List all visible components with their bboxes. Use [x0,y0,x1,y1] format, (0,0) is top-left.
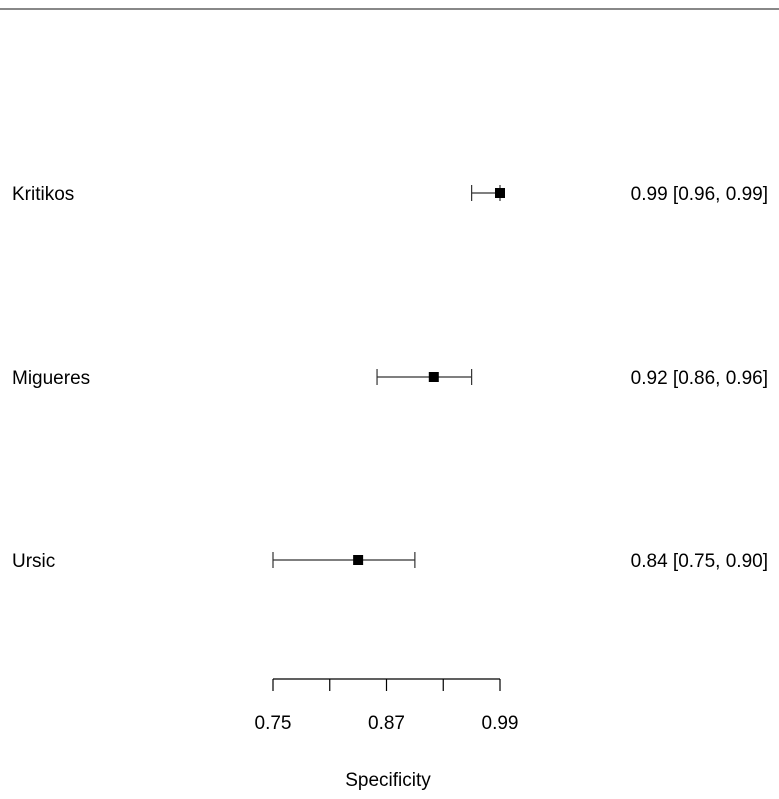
study-label-migueres: Migueres [12,368,90,389]
point-estimate-kritikos [495,188,505,198]
study-rows: Kritikos 0.99 [0.96, 0.99] Migueres 0.92 [0… [12,184,768,572]
estimate-label-ursic: 0.84 [0.75, 0.90] [631,551,768,572]
study-label-ursic: Ursic [12,551,55,572]
study-label-kritikos: Kritikos [12,184,74,205]
estimate-label-migueres: 0.92 [0.86, 0.96] [631,368,768,389]
point-estimate-migueres [428,372,439,382]
x-tick-label: 0.99 [482,713,519,734]
x-tick-label: 0.87 [368,713,405,734]
x-tick-label: 0.75 [255,713,292,734]
x-axis: 0.75 0.87 0.99 [255,678,519,734]
point-estimate-ursic [353,555,364,565]
x-axis-label: Specificity [345,770,431,791]
estimate-label-kritikos: 0.99 [0.96, 0.99] [631,184,768,205]
